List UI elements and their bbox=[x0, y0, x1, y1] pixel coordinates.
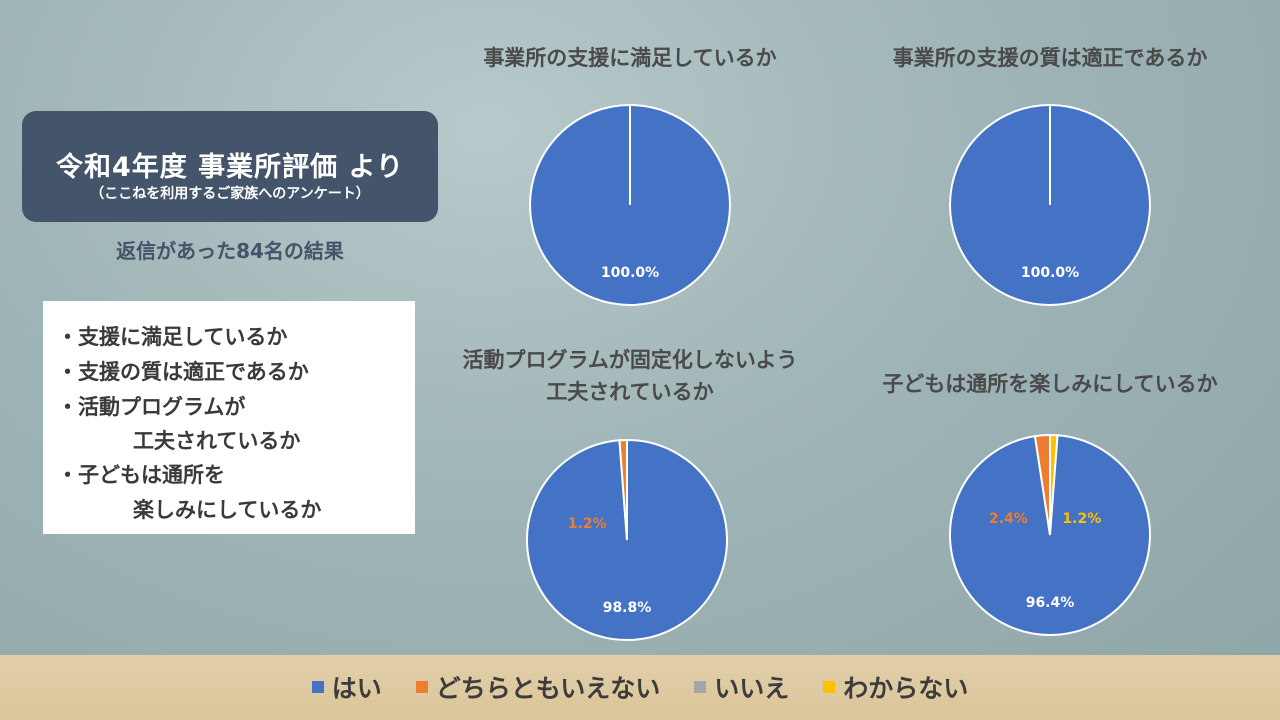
legend-label: わからない bbox=[843, 674, 969, 703]
data-label: 1.2% bbox=[1062, 511, 1101, 527]
question-list: ・支援に満足しているか ・支援の質は適正であるか ・活動プログラムが 工夫されて… bbox=[43, 301, 415, 534]
data-label: 1.2% bbox=[568, 516, 607, 532]
data-label: 96.4% bbox=[1026, 595, 1075, 611]
legend-item-yes: はい bbox=[311, 669, 382, 705]
title-box: 令和4年度 事業所評価 より （ここねを利用するご家族へのアンケート） bbox=[22, 111, 438, 222]
pie-chart-satisfaction: 100.0% bbox=[529, 104, 731, 306]
pie-chart-quality: 100.0% bbox=[949, 104, 1151, 306]
question-item: ・活動プログラムが bbox=[57, 395, 246, 419]
page-title: 令和4年度 事業所評価 より bbox=[55, 152, 405, 183]
legend: はい どちらともいえない いいえ わからない bbox=[0, 669, 1280, 705]
slice-yes bbox=[949, 434, 1151, 636]
legend-label: いいえ bbox=[714, 674, 790, 703]
pie-chart-enjoyment: 96.4% 2.4% 1.2% bbox=[949, 433, 1151, 636]
legend-label: どちらともいえない bbox=[435, 674, 661, 703]
result-summary: 返信があった84名の結果 bbox=[116, 239, 344, 263]
data-label: 2.4% bbox=[989, 511, 1028, 527]
chart-title-quality: 事業所の支援の質は適正であるか bbox=[892, 46, 1208, 70]
data-label: 100.0% bbox=[1021, 265, 1079, 281]
legend-swatch bbox=[311, 681, 324, 693]
chart-title-program: 活動プログラムが固定化しないよう 工夫されているか bbox=[462, 348, 798, 404]
chart-title-enjoyment: 子どもは通所を楽しみにしているか bbox=[882, 372, 1218, 396]
legend-swatch bbox=[694, 681, 707, 693]
page-subtitle: （ここねを利用するご家族へのアンケート） bbox=[90, 186, 370, 202]
legend-swatch bbox=[415, 681, 428, 693]
question-item: ・支援の質は適正であるか bbox=[57, 360, 309, 384]
slice-neutral bbox=[1033, 433, 1051, 536]
legend-label: はい bbox=[331, 674, 382, 703]
pie-chart-program: 98.8% 1.2% bbox=[526, 438, 728, 641]
chart-title-satisfaction: 事業所の支援に満足しているか bbox=[483, 46, 777, 70]
question-item: ・子どもは通所を bbox=[57, 463, 225, 487]
question-item: 楽しみにしているか bbox=[133, 498, 322, 522]
legend-swatch bbox=[823, 681, 836, 693]
question-item: 工夫されているか bbox=[133, 429, 301, 453]
question-item: ・支援に満足しているか bbox=[57, 325, 288, 349]
legend-item-neutral: どちらともいえない bbox=[415, 669, 661, 705]
legend-bar: はい どちらともいえない いいえ わからない bbox=[0, 655, 1280, 720]
legend-item-unknown: わからない bbox=[823, 669, 968, 705]
legend-item-no: いいえ bbox=[694, 669, 789, 705]
data-label: 100.0% bbox=[601, 265, 659, 281]
slice-neutral bbox=[618, 438, 628, 541]
data-label: 98.8% bbox=[603, 600, 652, 616]
